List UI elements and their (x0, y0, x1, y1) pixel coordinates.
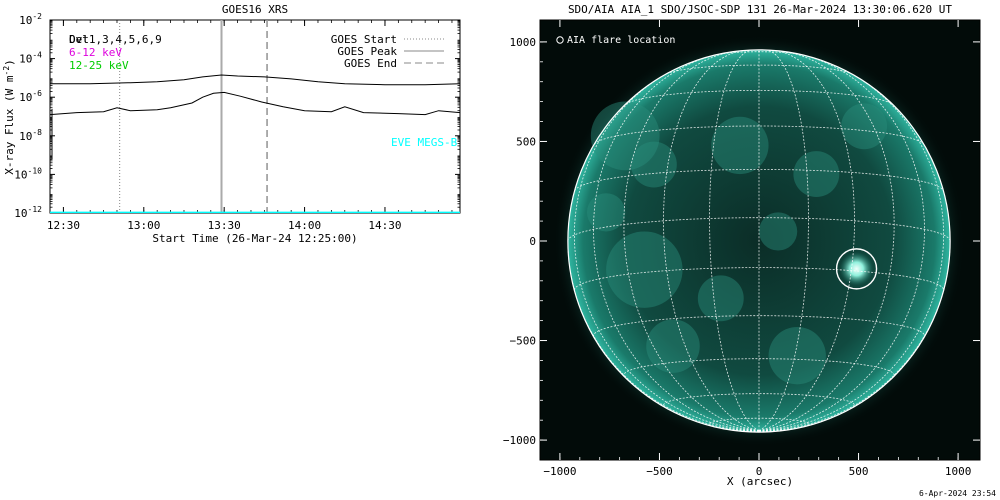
aia-sun-image (554, 36, 964, 446)
aia-x-tick-label: −500 (646, 465, 673, 478)
grid-line (662, 393, 856, 409)
flare-location-marker (835, 248, 878, 290)
aia-x-tick-label: 0 (756, 465, 763, 478)
aia-plot-frame (539, 19, 981, 461)
aia-y-tick-label: 500 (516, 135, 536, 148)
active-region-glow (630, 141, 677, 188)
aia-y-tick-label: −1000 (503, 434, 536, 447)
flare-brightening (839, 251, 874, 286)
goes-x-axis-label: Start Time (26-Mar-24 12:25:00) (152, 232, 357, 245)
eve-megs-label: EVE MEGS-B (391, 136, 458, 149)
goes-y-axis-label: X-ray Flux (W m-2) (2, 59, 16, 175)
grid-line (758, 68, 945, 432)
grid-line (574, 267, 944, 291)
grid-line (716, 51, 802, 56)
grid-line (709, 49, 760, 432)
active-region-glow (759, 212, 798, 251)
footer-date: 6-Apr-2024 23:54 (919, 489, 996, 498)
y-tick-label: 10-10 (14, 166, 42, 181)
grid-line (573, 68, 760, 432)
flare-location-legend-label: AIA flare location (567, 35, 675, 46)
aia-axis-ticks: −1000 −500 0 500 1000 1000 500 0 −500 −1000 (503, 20, 980, 478)
y-tick-label: 10-6 (19, 89, 42, 104)
goes-series (50, 74, 460, 213)
active-region-glow (711, 116, 769, 175)
x-tick-label: 13:00 (127, 219, 160, 232)
grid-line (593, 54, 760, 432)
x-tick-label: 14:30 (368, 219, 401, 232)
aia-image-plot: SDO/AIA AIA_1 SDO/JSOC-SDP 131 26-Mar-20… (503, 3, 981, 488)
legend-label: GOES Peak (337, 45, 397, 58)
aia-y-tick-label: 0 (529, 235, 536, 248)
legend-label: GOES Start (331, 33, 397, 46)
x-tick-label: 13:30 (208, 219, 241, 232)
heliographic-grid (567, 49, 951, 433)
aia-x-axis-label: X (arcsec) (727, 475, 793, 488)
aia-y-tick-label: 1000 (510, 36, 537, 49)
active-region-glow (768, 327, 826, 385)
aia-legend: AIA flare location (556, 35, 675, 46)
grid-line (625, 90, 893, 105)
flare-location-legend-marker (556, 36, 564, 44)
active-region-glow (590, 101, 660, 171)
active-region-glow (697, 275, 744, 322)
solar-limb (567, 49, 951, 433)
active-region-glow (646, 319, 700, 373)
grid-line (709, 417, 809, 428)
active-region-glow (793, 151, 840, 198)
goes-xrs-plot: GOES16 XRS X-ray Flux (W m-2) Start Time… (2, 3, 461, 245)
legend-label: GOES End (344, 57, 397, 70)
aia-y-tick-label: −500 (510, 335, 537, 348)
y-tick-label: 10-8 (19, 128, 42, 143)
grid-line (574, 169, 944, 191)
y-tick-label: 10-4 (19, 51, 42, 66)
channel-label: Det1,3,4,5,6,9 (69, 33, 162, 46)
active-region-glow (606, 231, 683, 308)
grid-line (567, 217, 951, 242)
goes-event-lines (119, 20, 268, 213)
goes-x-ticks: 12:30 13:00 13:30 14:00 14:30 (47, 20, 453, 232)
grid-line (758, 49, 809, 432)
aia-x-tick-label: 1000 (945, 465, 972, 478)
channel-label: 6-12 keV (69, 46, 122, 59)
grid-line (623, 358, 895, 378)
xray-series-0 (50, 74, 460, 86)
y-tick-label: 10-2 (19, 12, 42, 27)
grid-line (758, 51, 895, 432)
aia-x-tick-label: 500 (849, 465, 869, 478)
grid-line (662, 50, 760, 432)
xray-series-1 (50, 91, 460, 116)
grid-line (666, 64, 852, 75)
aia-x-tick-label: −1000 (543, 465, 576, 478)
overlay-label: Ovl (69, 33, 89, 46)
active-region-glow (586, 193, 626, 232)
grid-line (758, 54, 925, 432)
goes-y-ticks: 10-12 10-10 10-8 10-6 10-4 10-2 (14, 12, 460, 220)
grid-line (594, 125, 924, 145)
grid-line (623, 51, 760, 432)
active-region-glow (841, 103, 888, 150)
x-tick-label: 12:30 (47, 219, 80, 232)
y-tick-label: 10-12 (14, 205, 42, 220)
x-tick-label: 14:00 (288, 219, 321, 232)
goes-plot-title: GOES16 XRS (222, 3, 288, 16)
aia-plot-title: SDO/AIA AIA_1 SDO/JSOC-SDP 131 26-Mar-20… (568, 3, 952, 16)
channel-label: 12-25 keV (69, 59, 129, 72)
grid-line (758, 50, 856, 432)
